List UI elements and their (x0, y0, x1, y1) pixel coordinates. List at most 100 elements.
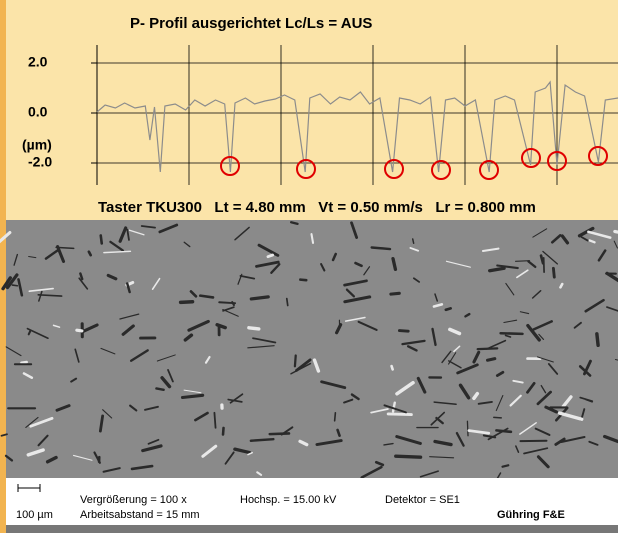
sem-grain (0, 231, 12, 244)
sem-grain (432, 303, 444, 308)
sem-grain (343, 279, 368, 287)
sem-grain (285, 297, 289, 307)
sem-grain (198, 294, 215, 299)
sem-grain (229, 393, 244, 404)
sem-grain (374, 460, 385, 467)
sem-grain (476, 347, 499, 351)
sem-grain (429, 456, 455, 459)
sem-grain (584, 298, 605, 313)
sem-grain (588, 440, 599, 446)
sem-grain (350, 393, 360, 401)
sem-grain (389, 291, 401, 296)
sem-grain (495, 394, 504, 412)
sem-grain (45, 455, 58, 464)
sem-grain (360, 465, 383, 479)
sem-grain (109, 240, 125, 252)
sem-image (0, 220, 618, 484)
sem-grain (126, 228, 130, 241)
sem-grain (467, 429, 491, 435)
sem-grain (412, 277, 421, 283)
sem-grain (1, 276, 13, 291)
sem-grain (550, 234, 562, 244)
sem-grain (481, 247, 500, 253)
sem-grain (531, 289, 542, 299)
left-border (0, 0, 6, 533)
marker-circle (431, 160, 451, 180)
caption-text: Hochsp. = 15.00 kV (240, 494, 337, 506)
sem-grain (121, 324, 135, 336)
sem-grain (488, 266, 506, 273)
sem-grain (44, 248, 61, 260)
sem-grain (526, 381, 536, 394)
sem-grain (28, 256, 37, 259)
sem-grain (456, 363, 479, 375)
sem-grain (554, 437, 566, 446)
sem-grain (298, 439, 309, 447)
sem-grain (144, 405, 159, 411)
caption: 100 µm Vergrößerung = 100 x Arbeitsabsta… (16, 484, 565, 521)
sem-grain (128, 229, 145, 236)
chart-footer: Taster TKU300 Lt = 4.80 mm Vt = 0.50 mm/… (98, 199, 536, 216)
sem-grain (580, 236, 589, 242)
sem-grain (505, 282, 515, 296)
sem-grain (70, 377, 78, 383)
sem-grain (233, 447, 252, 455)
sem-grain (406, 345, 418, 352)
sem-grain (72, 454, 93, 461)
sem-grain (183, 333, 194, 342)
y-tick-label: -2.0 (28, 154, 52, 170)
sem-grain (320, 380, 347, 390)
sem-grain (433, 401, 457, 405)
sem-grain (383, 404, 407, 414)
sem-grain (194, 411, 209, 422)
dip-markers (220, 146, 608, 180)
sem-grain (158, 223, 179, 234)
sem-grain (542, 250, 558, 265)
sem-grain (310, 233, 315, 244)
sem-grain (448, 327, 462, 336)
sem-grain (80, 323, 99, 334)
sem-grain (411, 238, 415, 244)
sem-grain (22, 372, 34, 379)
sem-grain (561, 395, 573, 409)
sem-grain (538, 333, 545, 340)
sem-grain (458, 383, 471, 400)
sem-grain (386, 412, 413, 417)
sem-grain (370, 408, 389, 414)
sem-grain (299, 278, 308, 282)
sem-grain (464, 312, 471, 318)
sem-grain (147, 438, 160, 445)
sem-grain (224, 451, 235, 465)
sem-grain (539, 254, 545, 265)
sem-grain (466, 420, 469, 437)
sem-grain (544, 405, 559, 414)
sem-grain (532, 228, 548, 238)
sem-grain (234, 226, 250, 241)
sem-grain (249, 437, 275, 442)
sem-grain (603, 434, 618, 444)
sem-grain (183, 241, 191, 248)
sem-background (6, 220, 618, 478)
sem-grain (100, 347, 116, 355)
sem-grain (268, 432, 291, 436)
sem-image-strip (6, 525, 618, 533)
sem-grain (595, 332, 600, 348)
sem-grain (201, 444, 218, 458)
marker-circle (521, 148, 541, 168)
sem-grain (383, 442, 394, 446)
sem-grain (37, 293, 63, 297)
sem-grain (448, 352, 457, 365)
sem-grain (256, 471, 263, 476)
marker-circle (479, 160, 499, 180)
sem-grain (335, 323, 343, 335)
y-tick-label: 0.0 (28, 104, 48, 120)
sem-grain (363, 266, 371, 276)
sem-grain (336, 428, 341, 437)
sem-grain (87, 250, 92, 257)
marker-circle (296, 159, 316, 179)
sem-grain (5, 273, 19, 290)
sem-grain (11, 284, 19, 287)
sem-grain (495, 429, 513, 434)
